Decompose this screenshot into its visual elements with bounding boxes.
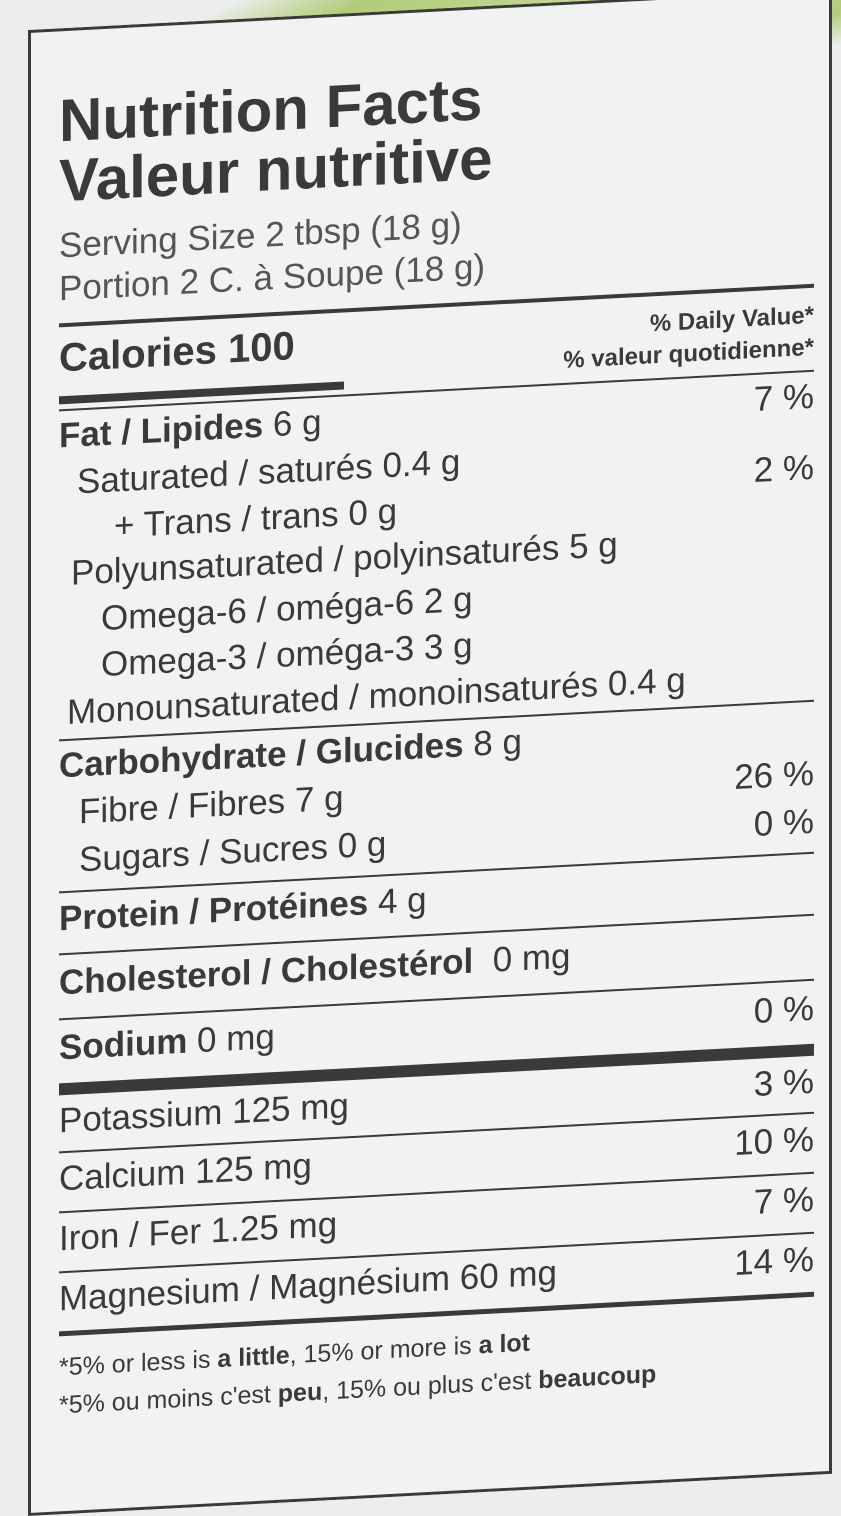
nutrition-facts-label: Nutrition Facts Valeur nutritive Serving… <box>28 0 832 1516</box>
row-cholesterol: Cholesterol / Cholestérol 0 mg <box>59 936 571 1003</box>
